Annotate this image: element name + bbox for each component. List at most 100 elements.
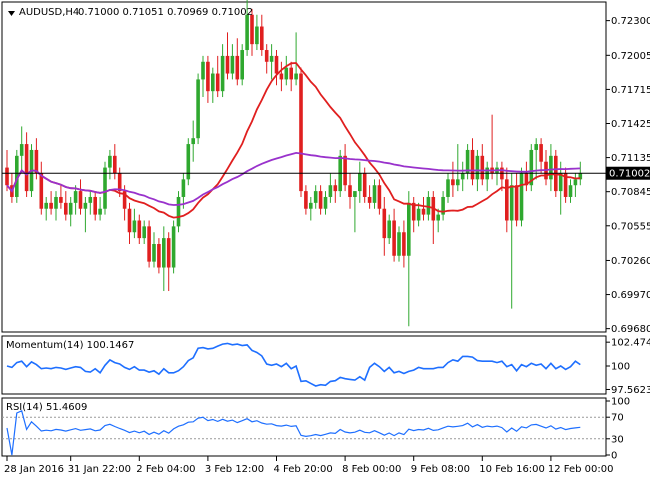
candle-body [191, 138, 195, 145]
candle-body [274, 55, 279, 74]
sma-slow-line [6, 151, 581, 206]
candle-body [235, 55, 240, 80]
candle-body [5, 167, 9, 186]
candle-body [563, 173, 568, 197]
rsi-line [2, 409, 606, 456]
candle-body [117, 173, 122, 192]
dropdown-triangle-icon[interactable] [8, 11, 15, 16]
candle-body [402, 232, 406, 256]
rsi-tick-label: 30 [611, 434, 624, 445]
candle-body [358, 173, 362, 192]
candle-body [98, 208, 102, 215]
candle-body [411, 202, 416, 221]
candle-body [323, 196, 328, 209]
candle-body [19, 144, 24, 156]
candle-body [162, 238, 166, 268]
candle-body [132, 220, 137, 233]
candle-body [299, 73, 303, 192]
price-tick-label: 0.70845 [611, 187, 650, 198]
candle-body [103, 167, 107, 209]
price-tick-label: 0.71715 [611, 85, 650, 96]
rsi-title: RSI(14) 51.4609 [6, 402, 87, 413]
candle-body [137, 220, 142, 239]
candle-body [24, 144, 29, 192]
price-tick-label: 0.69680 [611, 324, 650, 335]
time-tick-label: 12 Feb 00:00 [548, 464, 614, 475]
candle-body [446, 179, 450, 197]
candle-body [465, 149, 470, 174]
candle-body [171, 226, 176, 268]
price-tick-label: 0.71135 [611, 153, 650, 164]
candle-body [78, 191, 83, 209]
momentum-tick-label: 100 [611, 362, 630, 373]
candle-body [460, 173, 465, 180]
candle-body [397, 232, 401, 256]
candle-body [362, 173, 367, 197]
price-axis: 0.72300 0.72005 0.71715 0.71425 0.71135 0.708… [606, 16, 650, 335]
candle-body [387, 220, 391, 239]
time-tick-label: 31 Jan 22:00 [68, 464, 131, 475]
rsi-tick-label: 100 [611, 397, 630, 408]
candle-body [269, 55, 274, 62]
candle-body [68, 202, 73, 215]
candle-body [294, 73, 298, 80]
candle-body [343, 155, 347, 186]
rsi-tick-label: 0 [611, 451, 617, 462]
momentum-title: Momentum(14) 100.1467 [6, 340, 134, 351]
momentum-tick-label: 102.4745 [611, 338, 650, 349]
candle-body [176, 196, 181, 227]
candle-body [83, 202, 88, 209]
main-panel [1, 1, 607, 333]
candle-body [441, 196, 445, 215]
candle-body [289, 67, 293, 80]
candle-body [264, 50, 269, 62]
candle-body [225, 55, 230, 74]
candle-body [122, 191, 127, 209]
candle-body [407, 202, 411, 256]
candle-body [470, 149, 475, 180]
candle-body [147, 226, 151, 262]
candle-body [196, 79, 200, 139]
candle-body [181, 179, 186, 197]
candle-body [206, 61, 210, 92]
time-axis: 28 Jan 2016 31 Jan 22:00 2 Feb 04:00 3 Feb … [4, 456, 614, 475]
candle-body [328, 185, 333, 197]
symbol-label: AUDUSD,H4 [19, 7, 79, 18]
ohlc-label: 0.71000 0.71051 0.70969 0.71002 [78, 7, 253, 18]
candle-body [157, 244, 161, 268]
candle-body [230, 55, 235, 74]
candle-body [59, 196, 63, 203]
candle-body [573, 179, 578, 186]
candle-body [15, 155, 19, 197]
candle-body [348, 185, 352, 197]
time-tick-label: 10 Feb 16:00 [479, 464, 545, 475]
candle-body [456, 179, 460, 186]
candle-body [475, 155, 480, 180]
time-tick-label: 8 Feb 00:00 [342, 464, 401, 475]
candle-body [534, 144, 538, 150]
price-tick-label: 0.69970 [611, 290, 650, 301]
price-tick-label: 0.72300 [611, 16, 650, 27]
candle-body [549, 155, 553, 180]
candle-body [186, 144, 191, 180]
time-tick-label: 28 Jan 2016 [4, 464, 64, 475]
candle-body [260, 26, 264, 51]
momentum-line [6, 342, 581, 387]
candle-body [377, 185, 382, 209]
candle-body [524, 173, 529, 186]
candle-body [245, 14, 249, 51]
candle-body [436, 214, 440, 221]
candle-body [166, 238, 171, 268]
candle-body [93, 196, 97, 215]
candle-body [372, 185, 377, 203]
candle-body [309, 202, 313, 209]
candle-body [152, 244, 156, 262]
candle-body [127, 208, 132, 233]
candle-body [558, 173, 563, 192]
candle-body [313, 191, 318, 203]
candle-body [215, 73, 220, 92]
price-tick-label: 0.72005 [611, 51, 650, 62]
time-tick-label: 3 Feb 12:00 [205, 464, 264, 475]
moving-averages [6, 62, 581, 219]
